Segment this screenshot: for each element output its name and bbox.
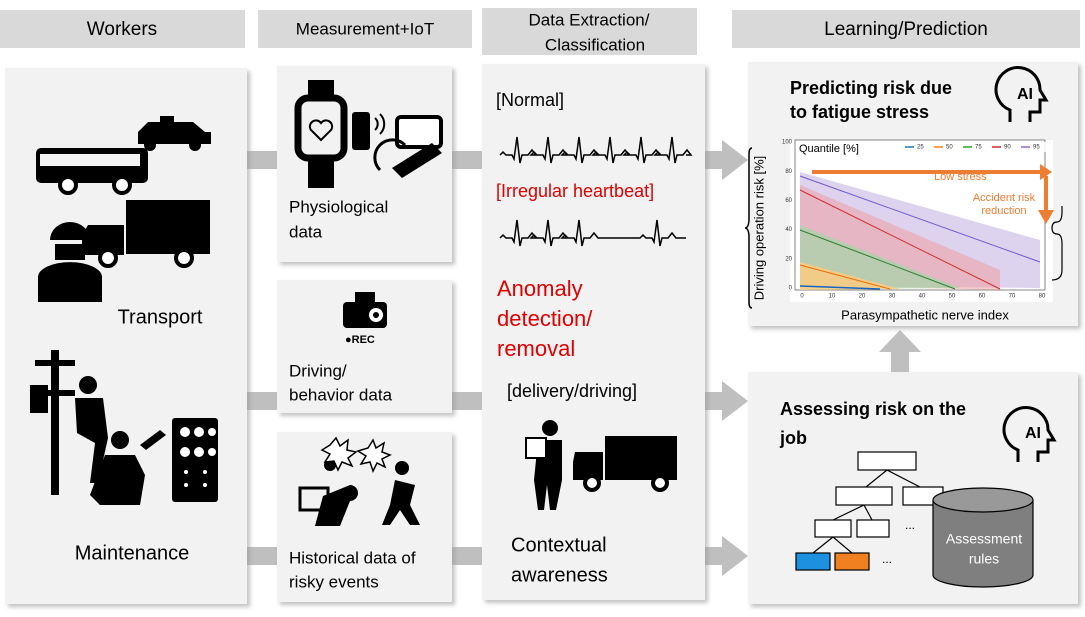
ai-label: AI	[1017, 86, 1033, 103]
panel-title: job	[779, 428, 807, 448]
data-label: data	[289, 222, 323, 241]
x-tick-label: 40	[919, 294, 926, 300]
panel-title: to fatigue stress	[790, 102, 929, 122]
x-tick-label: 20	[859, 294, 866, 300]
y-tick-label: 40	[785, 227, 792, 233]
y-tick-label: 60	[785, 198, 792, 204]
context-label: [delivery/driving]	[507, 381, 637, 401]
legend-label: 95	[1033, 145, 1040, 151]
data-label: Driving/	[289, 361, 347, 380]
axis-label: Parasympathetic nerve index	[841, 307, 1009, 322]
x-tick-label: 10	[829, 294, 836, 300]
header-box	[482, 8, 697, 55]
decision-tree	[795, 451, 1034, 588]
data-label: Historical data of	[289, 548, 416, 567]
ecg-wave	[499, 219, 686, 247]
annotation: reduction	[981, 205, 1026, 217]
header-title: Workers	[87, 19, 157, 40]
ai-icon: AI	[1002, 406, 1057, 462]
context-label: Contextual	[511, 534, 607, 556]
ellipsis: ...	[905, 518, 915, 532]
panel-title: Predicting risk due	[790, 78, 952, 98]
legend-label: 25	[917, 145, 924, 151]
measurement-icons	[294, 80, 443, 526]
x-tick-label: 50	[949, 294, 956, 300]
data-label: Physiological	[289, 197, 388, 216]
ai-icon: AI	[994, 66, 1049, 122]
headers: Workers Measurement+IoT Data Extraction/…	[0, 8, 1080, 55]
header-title: Classification	[545, 35, 645, 54]
anomaly-label: Anomaly	[497, 276, 583, 301]
anomaly-label: removal	[497, 336, 575, 361]
axis-label: Driving operation risk [%]	[751, 156, 766, 301]
x-tick-label: 70	[1009, 294, 1016, 300]
delivery-icon	[525, 420, 677, 510]
legend-title: Quantile [%]	[799, 143, 859, 155]
chart-texts: Quantile [%] Low stress Accident risk re…	[751, 140, 1046, 323]
header-box	[732, 10, 1080, 48]
x-tick-label: 60	[979, 294, 986, 300]
legend-label: 50	[946, 145, 953, 151]
ecg-label: [Normal]	[496, 90, 564, 110]
annotation: Low stress	[934, 171, 987, 183]
header-box	[258, 10, 472, 48]
y-tick-label: 100	[782, 140, 793, 146]
header-box	[0, 10, 245, 48]
x-tick-label: 80	[1039, 294, 1046, 300]
rules-label: rules	[969, 551, 999, 567]
ai-label: AI	[1025, 425, 1041, 442]
data-label: risky events	[289, 572, 379, 591]
data-label: behavior data	[289, 385, 393, 404]
y-tick-label: 0	[789, 286, 793, 292]
context-label: awareness	[511, 564, 608, 586]
chart-image	[744, 139, 1063, 309]
y-tick-label: 20	[785, 256, 792, 262]
ecg-wave	[499, 136, 693, 164]
panel-title: Assessing risk on the	[780, 399, 966, 419]
rules-label: Assessment	[946, 531, 1022, 547]
y-tick-label: 80	[785, 169, 792, 175]
annotation: Accident risk	[973, 192, 1036, 204]
worker-label: Maintenance	[75, 542, 190, 564]
anomaly-label: detection/	[497, 306, 593, 331]
worker-icons	[30, 116, 218, 505]
x-tick-label: 30	[889, 294, 896, 300]
header-title: Measurement+IoT	[296, 19, 434, 38]
ellipsis: ...	[882, 552, 892, 566]
header-title: Learning/Prediction	[824, 19, 988, 40]
header-title: Data Extraction/	[529, 10, 650, 29]
worker-label: Transport	[118, 306, 203, 328]
connectors	[245, 140, 921, 576]
legend-label: 90	[1004, 145, 1011, 151]
legend-label: 75	[975, 145, 982, 151]
rec-label: ●REC	[345, 334, 375, 346]
x-tick-label: 0	[800, 294, 804, 300]
ecg-label: [Irregular heartbeat]	[496, 181, 654, 201]
